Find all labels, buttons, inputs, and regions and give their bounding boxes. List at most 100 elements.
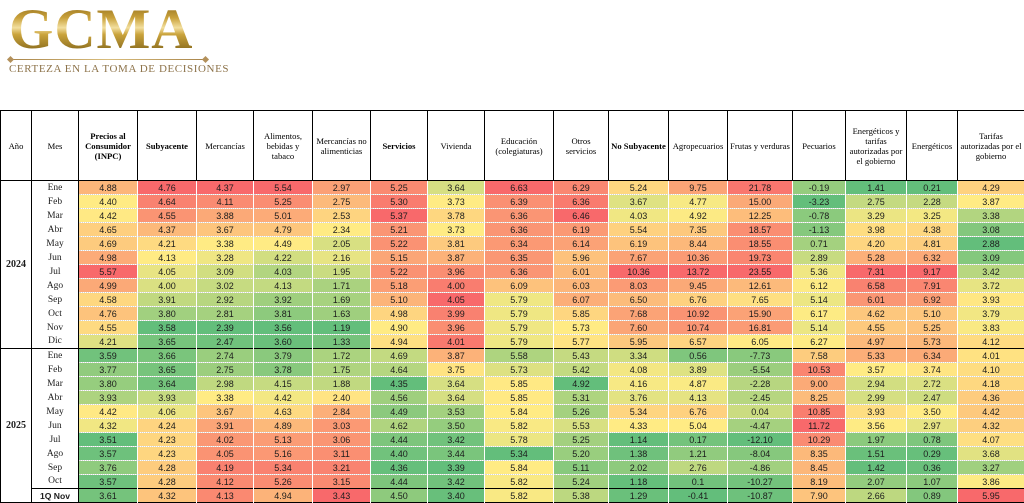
value-cell: 6.36 [554,195,609,209]
value-cell: 5.82 [485,489,554,503]
value-cell: 3.11 [313,447,371,461]
value-cell: 5.77 [554,335,609,349]
column-header: Energéticos y tarifas autorizadas por el… [846,111,907,181]
value-cell: 5.82 [485,419,554,433]
value-cell: 2.74 [197,349,254,363]
value-cell: 5.73 [907,335,958,349]
value-cell: 6.36 [485,223,554,237]
value-cell: 4.44 [371,475,428,489]
value-cell: 4.62 [846,307,907,321]
value-cell: 10.36 [609,265,669,279]
value-cell: 3.93 [79,391,138,405]
value-cell: 1.69 [313,293,371,307]
value-cell: 6.34 [485,237,554,251]
value-cell: 3.56 [254,321,313,335]
value-cell: -0.78 [793,209,846,223]
value-cell: 2.75 [313,195,371,209]
value-cell: 10.53 [793,363,846,377]
month-cell: Abr [32,223,79,237]
brand-divider-line [10,59,206,60]
value-cell: 6.92 [907,293,958,307]
value-cell: 7.58 [793,349,846,363]
value-cell: 4.88 [79,181,138,195]
value-cell: 9.00 [793,377,846,391]
value-cell: 3.91 [197,419,254,433]
value-cell: 2.28 [907,195,958,209]
value-cell: 1.72 [313,349,371,363]
value-cell: 0.78 [907,433,958,447]
value-cell: 3.09 [197,265,254,279]
value-cell: 3.72 [958,279,1024,293]
value-cell: 6.76 [669,405,728,419]
month-cell: Mar [32,377,79,391]
value-cell: 3.29 [846,209,907,223]
value-cell: 5.84 [485,461,554,475]
value-cell: -12.10 [728,433,793,447]
value-cell: 5.78 [485,433,554,447]
value-cell: 4.32 [138,489,197,503]
value-cell: 6.01 [554,265,609,279]
value-cell: 3.64 [428,181,485,195]
value-cell: 8.44 [669,237,728,251]
value-cell: 4.55 [79,321,138,335]
value-cell: 3.91 [138,293,197,307]
value-cell: 3.08 [958,223,1024,237]
value-cell: 5.85 [485,391,554,405]
value-cell: 2.02 [609,461,669,475]
value-cell: 4.77 [669,195,728,209]
value-cell: 7.90 [793,489,846,503]
value-cell: 5.42 [554,363,609,377]
month-cell: Jun [32,419,79,433]
value-cell: 4.79 [254,223,313,237]
value-cell: 5.26 [554,405,609,419]
value-cell: 5.10 [907,307,958,321]
column-header: Educación (colegiaturas) [485,111,554,181]
value-cell: 4.64 [371,363,428,377]
value-cell: 9.17 [907,265,958,279]
value-cell: 5.25 [254,195,313,209]
value-cell: 4.00 [138,279,197,293]
value-cell: 3.28 [197,251,254,265]
value-cell: 6.35 [485,251,554,265]
value-cell: 4.12 [197,475,254,489]
value-cell: 4.07 [958,433,1024,447]
value-cell: 4.33 [609,419,669,433]
value-cell: 5.24 [554,475,609,489]
value-cell: 3.80 [138,307,197,321]
value-cell: 4.19 [197,461,254,475]
month-cell: May [32,237,79,251]
value-cell: 3.02 [197,279,254,293]
value-cell: 3.77 [79,363,138,377]
value-cell: 12.25 [728,209,793,223]
value-cell: 5.34 [254,461,313,475]
value-cell: 3.96 [428,321,485,335]
value-cell: 3.64 [428,391,485,405]
value-cell: 4.81 [907,237,958,251]
value-cell: 10.92 [669,307,728,321]
value-cell: 4.58 [79,293,138,307]
value-cell: 1.33 [313,335,371,349]
value-cell: 1.21 [669,447,728,461]
month-cell: Sep [32,461,79,475]
value-cell: 21.78 [728,181,793,195]
value-cell: 1.51 [846,447,907,461]
value-cell: 3.58 [138,321,197,335]
value-cell: 3.98 [846,223,907,237]
value-cell: 4.13 [254,279,313,293]
month-cell: Nov [32,321,79,335]
value-cell: 2.81 [197,307,254,321]
value-cell: 6.36 [485,265,554,279]
value-cell: 1.71 [313,279,371,293]
value-cell: 7.60 [609,321,669,335]
value-cell: 4.24 [138,419,197,433]
value-cell: 5.30 [371,195,428,209]
value-cell: 4.06 [138,405,197,419]
value-cell: 4.92 [669,209,728,223]
